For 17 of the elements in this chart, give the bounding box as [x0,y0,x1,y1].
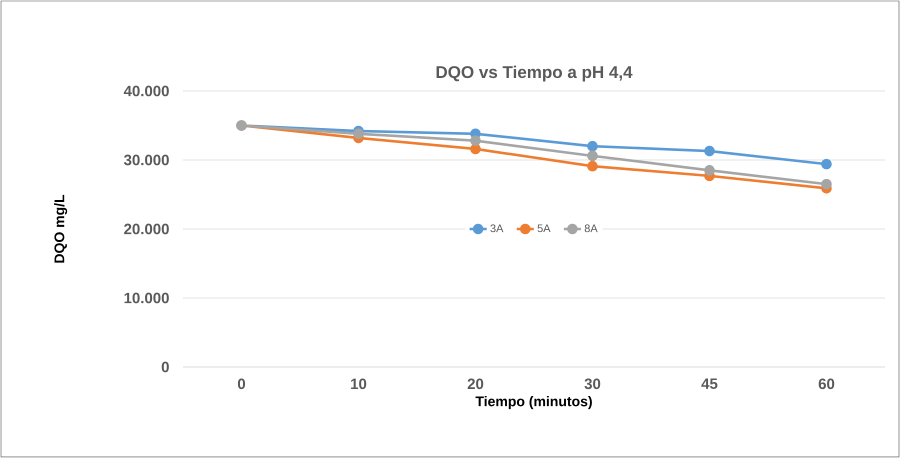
legend-label: 8A [584,224,598,232]
chart-title: DQO vs Tiempo a pH 4,4 [436,66,632,82]
x-tick-label: 0 [238,378,246,390]
y-tick-label: 20.000 [124,224,169,234]
x-tick-label: 45 [701,378,718,389]
y-tick-label: 30.000 [124,154,169,166]
y-tick-label: 10.000 [124,292,169,304]
x-axis-title: Tiempo (minutos) [476,396,592,410]
x-tick-label: 60 [818,378,834,390]
x-tick-label: 20 [468,378,484,390]
y-tick-label: 0 [162,362,169,372]
x-tick-label: 10 [351,378,366,390]
legend-label: 5A [538,224,551,232]
y-axis-title: DQO mg/L [54,194,68,263]
x-tick-label: 30 [584,378,600,390]
y-tick-label: 40.000 [124,86,169,96]
legend-label: 3A [490,224,504,232]
